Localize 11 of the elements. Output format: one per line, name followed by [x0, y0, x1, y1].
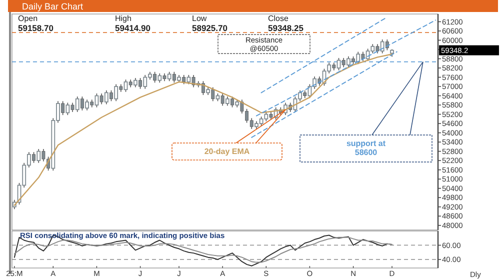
- annotation: Close: [268, 14, 290, 23]
- annotation: 59348.25: [268, 23, 304, 33]
- annotation: Low: [192, 14, 207, 23]
- chart-title: Daily Bar Chart: [22, 2, 84, 12]
- text: 20-day EMA: [204, 147, 250, 156]
- annotation: High: [115, 14, 132, 23]
- ref-line-label: support at 58600: [346, 139, 386, 157]
- annotation: 58925.70: [192, 23, 228, 33]
- annotation: Open: [18, 14, 38, 23]
- annotation: 59158.70: [18, 23, 54, 33]
- annotation: 59414.90: [115, 23, 151, 33]
